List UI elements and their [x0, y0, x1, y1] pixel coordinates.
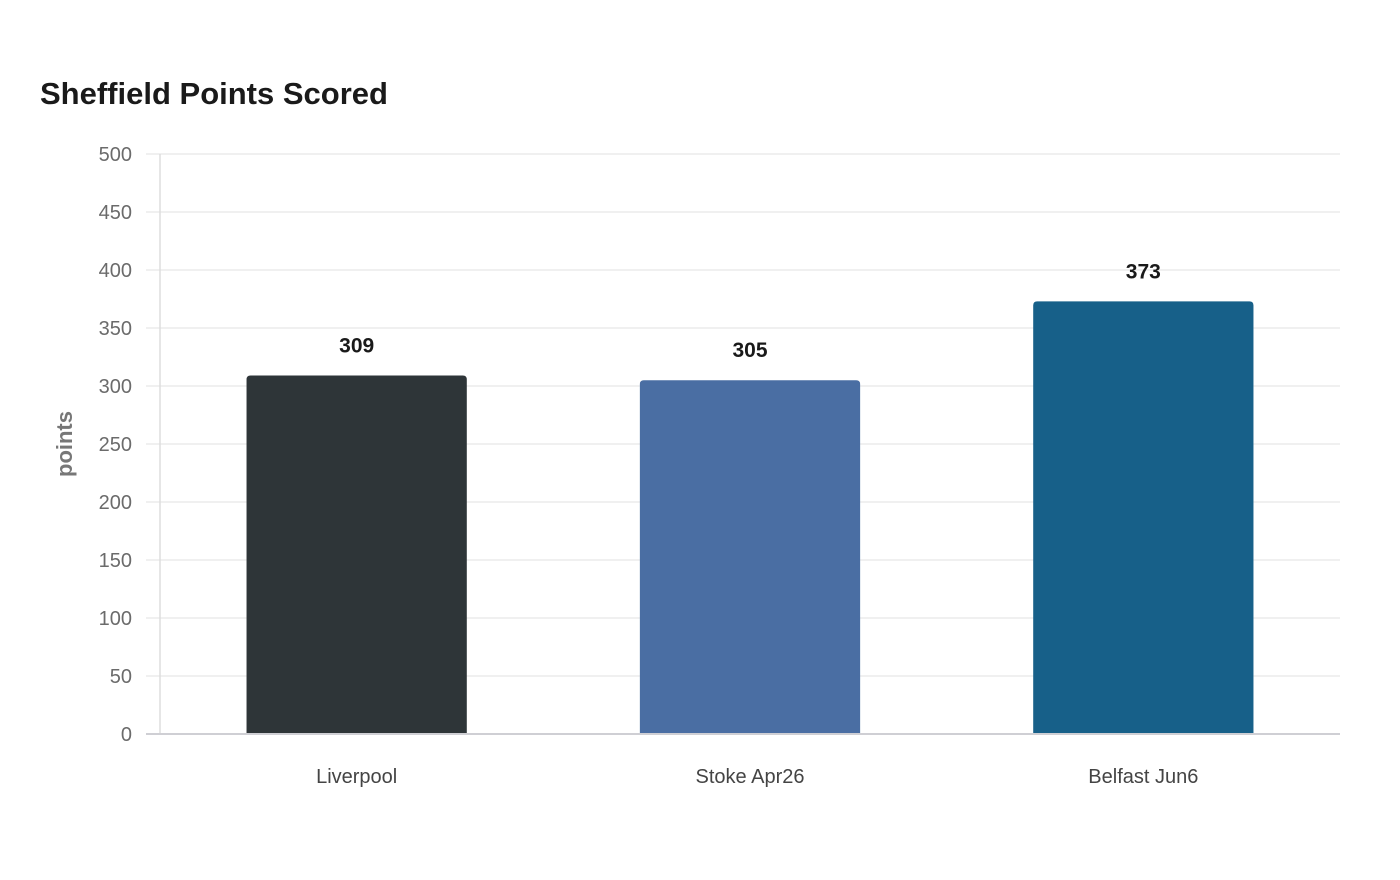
y-tick-label: 0 [121, 724, 132, 746]
y-tick-label: 300 [99, 376, 132, 398]
y-tick-label: 250 [99, 434, 132, 456]
bar [639, 380, 861, 734]
bar-value-label: 305 [732, 339, 767, 362]
bar [246, 375, 467, 734]
x-axis: Liverpool Stoke Apr26 Belfast Jun6 [146, 733, 1340, 788]
bar-value-label: 309 [339, 335, 374, 358]
y-axis: 0 50 100 150 200 250 300 350 400 450 500 [99, 144, 161, 746]
bar-value-label: 373 [1126, 260, 1161, 283]
y-tick-label: 400 [99, 260, 132, 282]
y-tick-label: 200 [99, 492, 132, 514]
y-tick-label: 500 [99, 144, 132, 166]
y-tick-label: 50 [110, 666, 132, 688]
y-tick-label: 100 [99, 608, 132, 630]
bars: 309 305 373 [246, 260, 1254, 734]
y-tick-label: 150 [99, 550, 132, 572]
y-tick-label: 350 [99, 318, 132, 340]
x-tick-label: Liverpool [316, 766, 397, 788]
x-tick-label: Stoke Apr26 [696, 766, 805, 788]
bar [1033, 301, 1254, 734]
x-tick-label: Belfast Jun6 [1088, 766, 1198, 788]
chart-title: Sheffield Points Scored [40, 76, 388, 111]
y-tick-label: 450 [99, 202, 132, 224]
y-axis-title: points [52, 411, 77, 477]
